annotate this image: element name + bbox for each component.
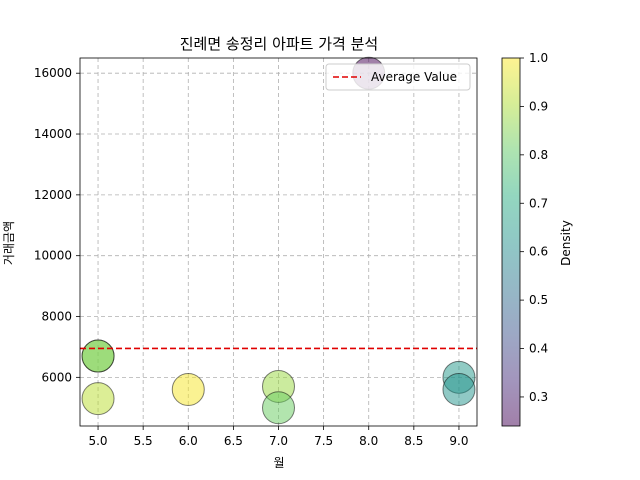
colorbar-tick-label: 0.3 (529, 390, 548, 404)
colorbar-tick-label: 1.0 (529, 51, 548, 65)
x-tick-label: 7.0 (269, 434, 288, 448)
colorbar-tick-label: 0.6 (529, 245, 548, 259)
y-axis-label: 거래금액 (2, 221, 16, 265)
colorbar-tick-label: 0.7 (529, 196, 548, 210)
plot-area: 5.0 5.5 6.0 6.5 7.0 7.5 8.0 8.5 9.0 6000 8000 10000… (34, 56, 478, 448)
y-tick-label: 14000 (34, 127, 72, 141)
colorbar-tick-label: 0.4 (529, 342, 548, 356)
x-tick-label: 5.0 (88, 434, 107, 448)
scatter-point (171, 373, 205, 407)
y-tick-label: 16000 (34, 66, 72, 80)
chart-title: 진례면 송정리 아파트 가격 분석 (180, 35, 378, 53)
legend-average-label: Average Value (371, 70, 457, 84)
scatter-point (81, 382, 115, 416)
colorbar-gradient (502, 58, 520, 426)
colorbar-frame (501, 57, 521, 427)
scatter-point (262, 391, 295, 425)
colorbar: Density 0.3 0.4 0.5 0.6 0.7 0.8 0.9 1.0 (501, 51, 573, 427)
x-tick-label: 8.0 (359, 434, 378, 448)
scatter-point (81, 339, 115, 373)
colorbar-tick-label: 0.8 (529, 148, 548, 162)
legend-box (325, 63, 471, 91)
y-tick-label: 12000 (34, 188, 72, 202)
y-tick-label: 8000 (41, 310, 72, 324)
plot-frame (79, 57, 478, 427)
y-tick-label: 6000 (41, 370, 72, 384)
y-tick-label: 10000 (34, 249, 72, 263)
colorbar-tick-label: 0.9 (529, 99, 548, 113)
scatter-point (442, 373, 476, 407)
x-axis-label: 월 (273, 456, 284, 470)
x-tick-label: 8.5 (404, 434, 423, 448)
legend: Average Value (325, 63, 471, 91)
x-tick-label: 7.5 (314, 434, 333, 448)
x-tick-label: 5.5 (134, 434, 153, 448)
x-tick-label: 9.0 (449, 434, 468, 448)
x-tick-label: 6.5 (224, 434, 243, 448)
x-tick-label: 6.0 (179, 434, 198, 448)
colorbar-tick-label: 0.5 (529, 293, 548, 307)
colorbar-label: Density (559, 220, 573, 266)
